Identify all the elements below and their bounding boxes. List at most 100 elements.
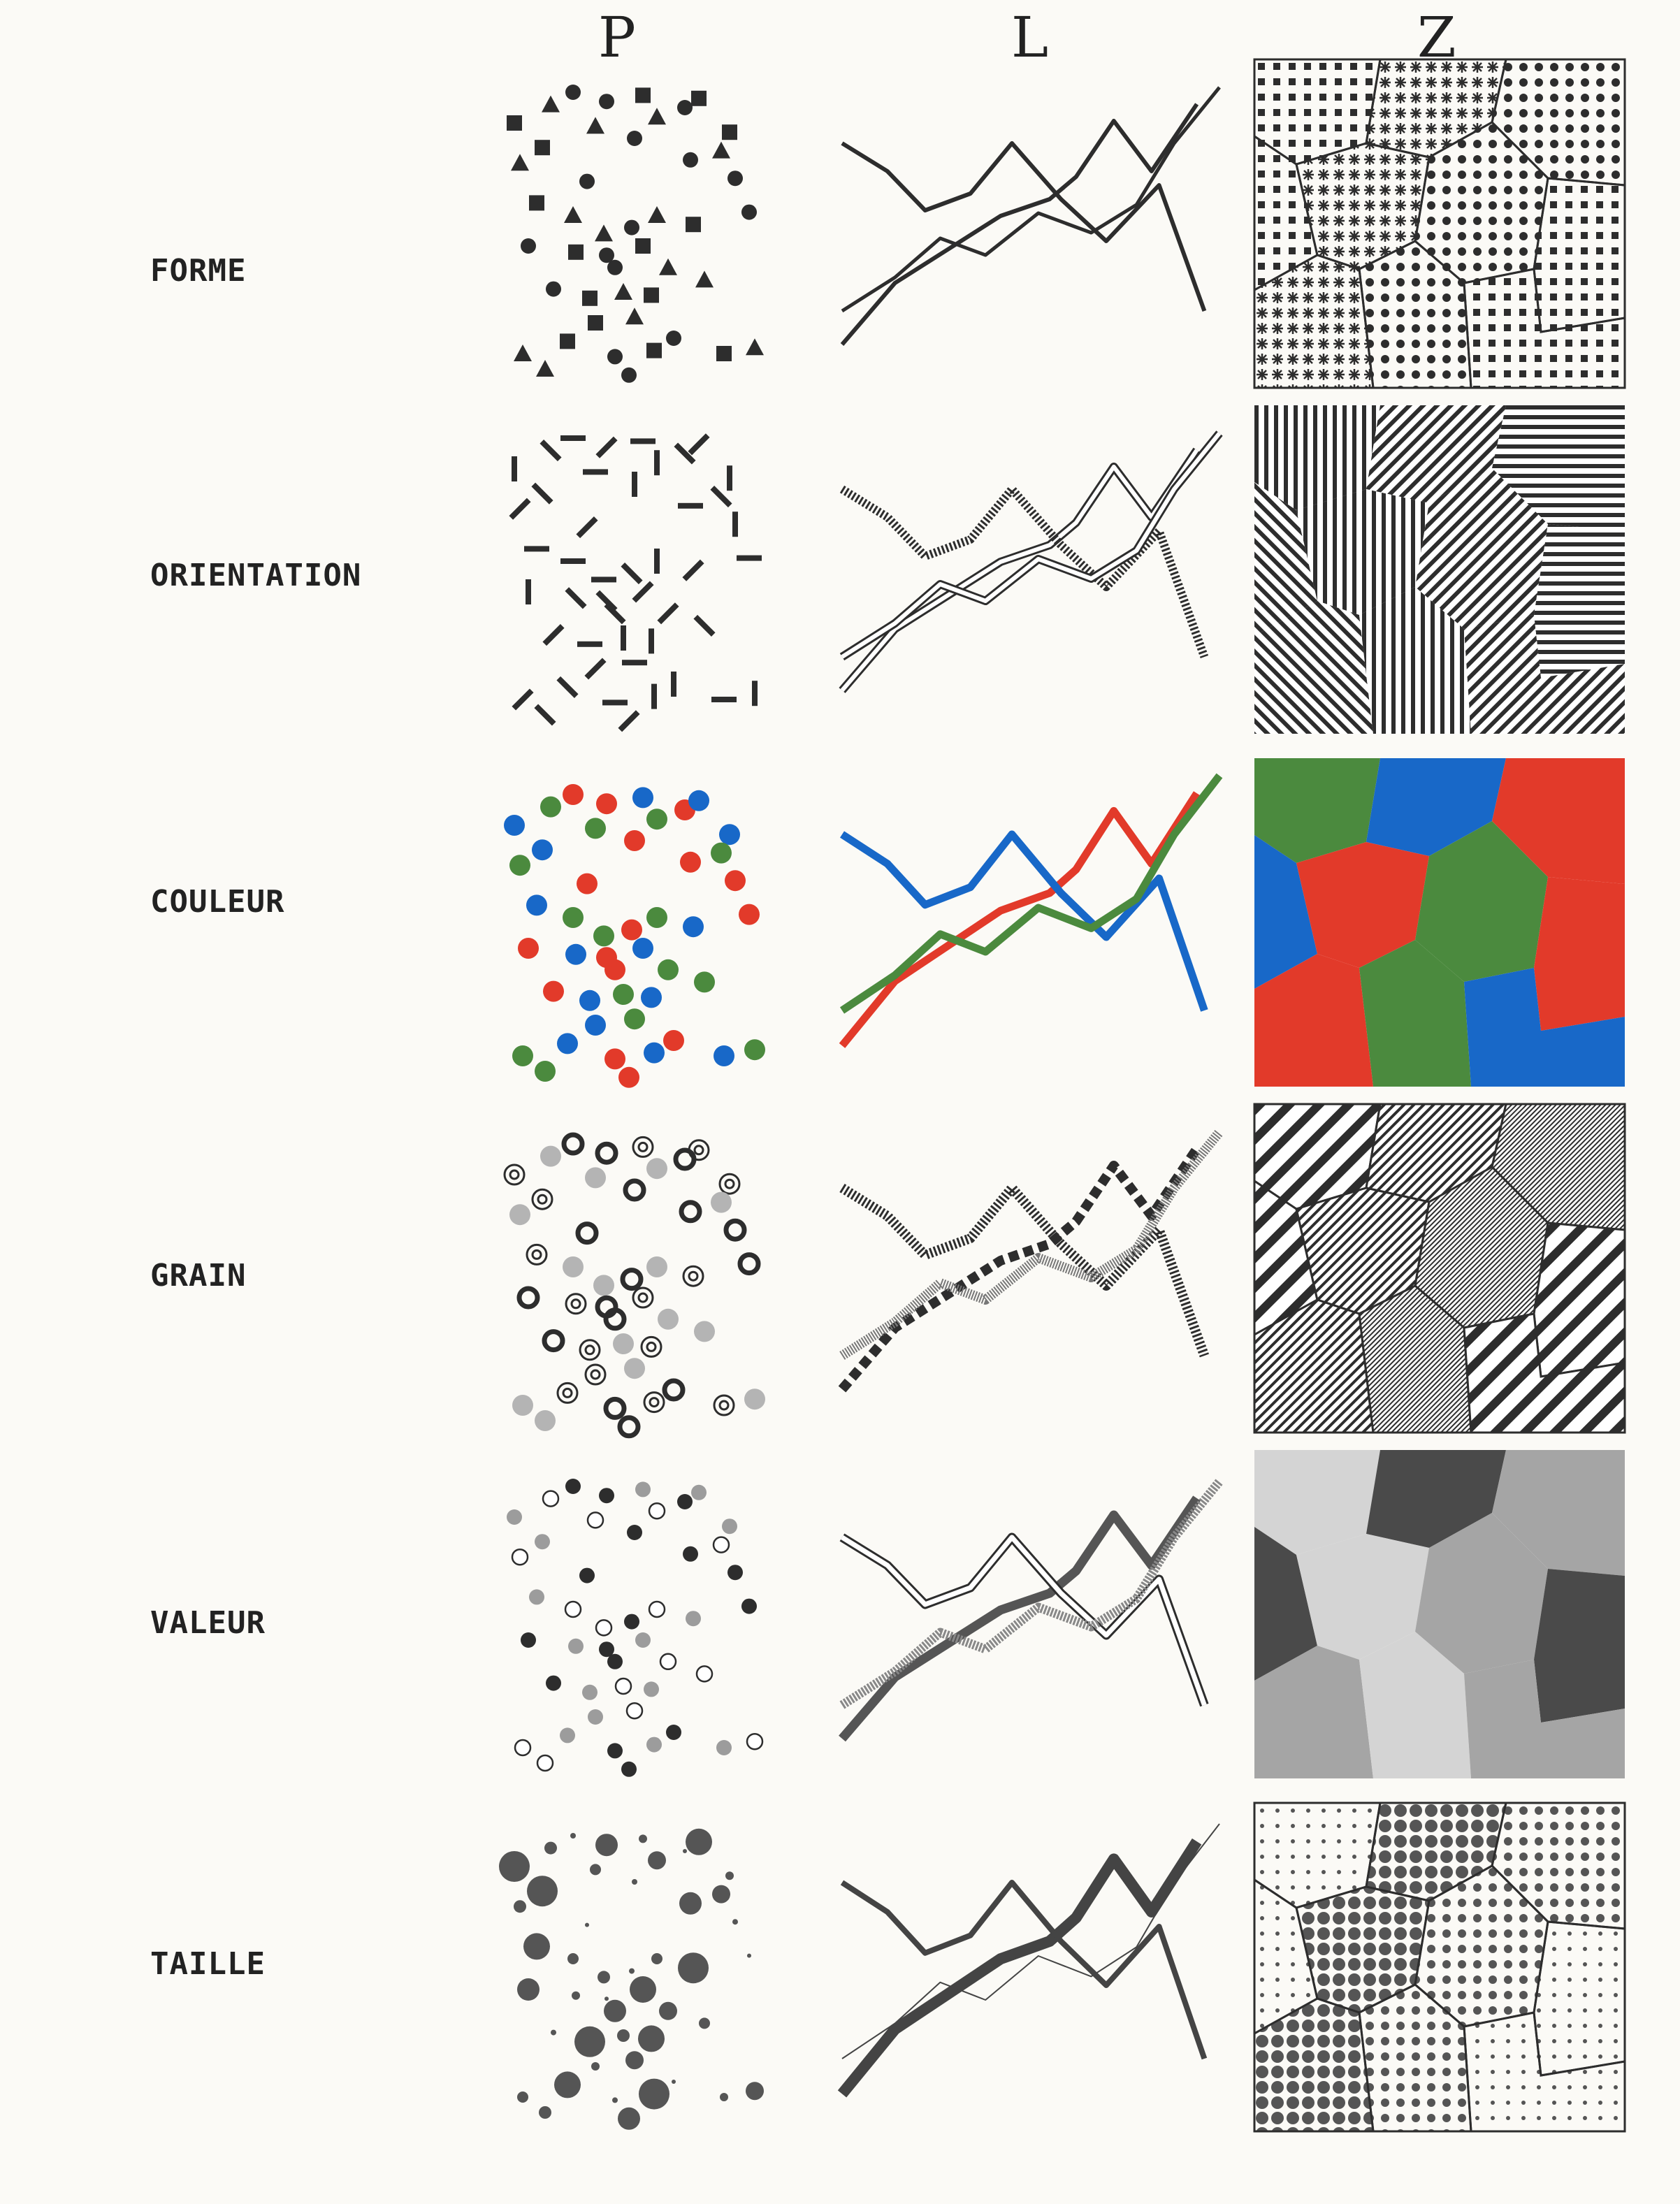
color-dot — [585, 818, 606, 839]
square-mark — [691, 90, 707, 106]
point-panel-taille — [499, 1828, 764, 2130]
line-panel-couleur — [839, 773, 1223, 1048]
double-ring-mark — [718, 1173, 741, 1195]
double-ring-mark — [556, 1382, 579, 1404]
zone-area — [1463, 2011, 1626, 2133]
size-dot — [651, 1953, 662, 1964]
color-dot — [596, 793, 617, 815]
bar-mark — [595, 590, 618, 612]
circle-mark — [607, 349, 623, 365]
bar-mark — [524, 546, 549, 552]
bar-mark — [621, 563, 643, 585]
double-ring-mark — [688, 1139, 710, 1161]
value-dot — [621, 1761, 637, 1777]
value-dot — [546, 1675, 561, 1691]
value-dot — [595, 1619, 613, 1637]
size-dot — [574, 2026, 605, 2057]
bar-mark — [602, 699, 628, 706]
series-line — [839, 1478, 1224, 1709]
inner-ring-mark — [562, 1387, 573, 1398]
color-dot — [518, 938, 539, 959]
color-dot — [688, 790, 709, 811]
zone-area — [1296, 489, 1429, 615]
value-dot — [568, 1638, 584, 1654]
color-dot — [563, 907, 584, 928]
circle-mark — [666, 331, 681, 346]
value-dot — [579, 1567, 595, 1583]
triangle-mark — [625, 307, 644, 325]
value-dot — [599, 1641, 614, 1658]
zone-area — [1366, 758, 1506, 856]
zone-area — [1254, 835, 1317, 989]
bar-mark — [727, 465, 732, 491]
size-dot — [712, 1885, 730, 1904]
zone-area — [1534, 524, 1625, 678]
circle-mark — [677, 100, 693, 115]
size-dot — [720, 2093, 728, 2101]
size-dot — [585, 1922, 589, 1927]
square-mark — [529, 195, 544, 211]
color-dot — [632, 938, 653, 959]
grey-dot-mark — [585, 1167, 606, 1189]
size-dot — [544, 1841, 557, 1855]
line-panel-orientation — [839, 430, 1223, 693]
color-dot — [596, 947, 617, 969]
bar-mark — [654, 450, 660, 476]
value-dot — [511, 1548, 529, 1566]
zone-panel-forme — [1253, 58, 1626, 389]
zone-area — [1359, 587, 1471, 734]
color-dot — [621, 919, 642, 941]
size-dot — [625, 2051, 644, 2070]
color-dot — [557, 1033, 578, 1054]
bar-mark — [674, 442, 696, 465]
value-dot — [741, 1598, 757, 1614]
size-dot — [604, 1996, 609, 2001]
zone-area — [1492, 1450, 1625, 1576]
color-dot — [585, 1015, 606, 1036]
triangle-mark — [564, 206, 582, 223]
size-dot — [572, 1991, 580, 2000]
inner-ring-mark — [590, 1369, 601, 1380]
double-ring-mark — [682, 1265, 704, 1287]
value-dot — [536, 1754, 554, 1772]
double-ring-mark — [531, 1188, 553, 1210]
color-dot — [504, 815, 525, 836]
zone-panel-valeur — [1254, 1450, 1625, 1778]
zone-area — [1415, 468, 1548, 629]
value-dot — [716, 1740, 732, 1755]
triangle-mark — [595, 224, 613, 242]
bar-mark — [732, 512, 738, 537]
triangle-mark — [586, 117, 604, 134]
size-dot — [604, 1999, 626, 2022]
value-dot — [666, 1725, 681, 1740]
zone-area — [1533, 1920, 1626, 2077]
color-dot — [535, 1061, 556, 1082]
color-dot — [604, 1048, 625, 1070]
value-dot — [683, 1546, 698, 1562]
zone-area — [1254, 1450, 1380, 1555]
color-dot — [641, 987, 662, 1008]
zone-area — [1296, 1534, 1429, 1660]
value-dot — [625, 1702, 644, 1720]
size-dot — [732, 1919, 738, 1925]
size-dot — [629, 1968, 635, 1974]
size-dot — [648, 1851, 666, 1870]
value-dot — [635, 1481, 651, 1498]
bar-mark — [657, 602, 679, 625]
triangle-mark — [536, 360, 554, 377]
zone-area — [1254, 1527, 1317, 1681]
value-dot — [644, 1681, 659, 1697]
value-dot — [648, 1502, 666, 1520]
thick-ring-mark — [737, 1252, 761, 1276]
double-ring-mark — [713, 1394, 735, 1416]
bar-mark — [512, 456, 517, 481]
point-panel-valeur — [507, 1479, 764, 1777]
value-dot — [565, 1479, 581, 1494]
value-dot — [712, 1536, 730, 1553]
grey-dot-mark — [540, 1145, 561, 1167]
double-ring-mark — [565, 1293, 587, 1315]
square-mark — [568, 244, 584, 260]
inner-ring-mark — [537, 1194, 548, 1205]
bar-mark — [710, 486, 732, 508]
line-panel-valeur — [839, 1478, 1224, 1742]
